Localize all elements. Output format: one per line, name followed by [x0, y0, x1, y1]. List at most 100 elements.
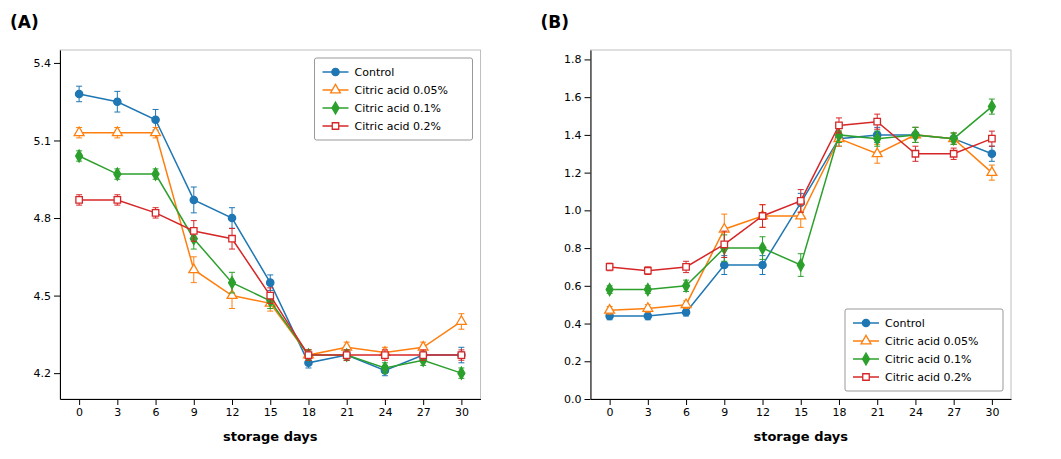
- tick-label: 5.1: [34, 135, 52, 148]
- marker: [152, 210, 158, 216]
- tick: 12: [756, 399, 770, 419]
- tick-mark: [585, 286, 591, 287]
- tick: 27: [947, 399, 961, 419]
- tick: 1.8: [564, 53, 591, 66]
- tick-label: 0.8: [564, 242, 582, 255]
- tick-label: 3: [114, 406, 121, 419]
- error-bar: [305, 350, 311, 360]
- legend-item: Citric acid 0.1%: [323, 102, 441, 115]
- legend-box: [315, 58, 473, 140]
- legend-label: Citric acid 0.05%: [885, 335, 978, 348]
- error-bar: [76, 86, 82, 102]
- legend-label: Control: [885, 317, 925, 330]
- marker: [458, 352, 464, 358]
- tick-mark: [79, 399, 80, 405]
- legend-marker: [331, 84, 341, 93]
- marker: [382, 352, 388, 358]
- tick-label: 1.4: [564, 129, 582, 142]
- tick: 21: [340, 399, 354, 419]
- tick: 9: [721, 399, 728, 419]
- marker: [343, 351, 350, 358]
- tick: 1.4: [564, 129, 591, 142]
- tick-label: 9: [721, 406, 728, 419]
- marker: [229, 277, 236, 289]
- x-axis: 036912151821242730: [591, 399, 1012, 419]
- marker: [458, 351, 465, 358]
- tick-mark: [763, 399, 764, 405]
- marker: [152, 116, 159, 123]
- axis-line: [60, 51, 61, 400]
- tick: 4.5: [34, 290, 61, 303]
- error-bar: [645, 267, 651, 275]
- legend: ControlCitric acid 0.05%Citric acid 0.1%…: [315, 58, 473, 140]
- marker: [305, 352, 311, 358]
- legend-item: Control: [853, 317, 925, 330]
- tick-label: 27: [417, 406, 431, 419]
- tick-mark: [423, 399, 424, 405]
- marker: [605, 305, 615, 314]
- error-bar: [798, 190, 804, 213]
- series: [606, 99, 995, 296]
- legend-box: [845, 309, 1003, 391]
- x-axis-title: storage days: [223, 429, 318, 444]
- legend-marker: [332, 123, 338, 129]
- tick: 0.4: [564, 318, 591, 331]
- tick-mark: [585, 399, 591, 400]
- error-bar: [382, 350, 388, 360]
- tick-mark: [585, 173, 591, 174]
- error-bar: [989, 99, 995, 114]
- tick: 5.4: [34, 57, 61, 70]
- tick: 0: [607, 399, 614, 419]
- tick-mark: [585, 135, 591, 136]
- error-bar: [760, 205, 766, 228]
- tick-label: 27: [947, 406, 961, 419]
- marker: [112, 127, 122, 136]
- error-bar: [683, 308, 689, 316]
- marker: [912, 151, 918, 157]
- tick-mark: [877, 399, 878, 405]
- marker: [418, 342, 428, 351]
- series-line: [610, 122, 992, 271]
- marker: [797, 259, 804, 271]
- series: [76, 150, 465, 379]
- tick-mark: [156, 399, 157, 405]
- plot-area: [605, 99, 997, 320]
- legend-item: Citric acid 0.1%: [853, 353, 971, 366]
- tick: 27: [417, 399, 431, 419]
- tick-mark: [801, 399, 802, 405]
- legend-label: Citric acid 0.2%: [355, 120, 441, 133]
- tick-label: 30: [455, 406, 469, 419]
- panel: 0369121518212427300.00.20.40.60.81.01.21…: [541, 12, 1012, 444]
- tick: 24: [378, 399, 392, 419]
- tick-label: 5.4: [34, 57, 52, 70]
- marker: [683, 280, 690, 292]
- marker: [76, 150, 83, 162]
- tick-label: 15: [794, 406, 808, 419]
- tick-label: 0.6: [564, 280, 582, 293]
- legend-item: Control: [323, 66, 395, 79]
- marker: [420, 351, 427, 358]
- tick-label: 4.5: [34, 290, 52, 303]
- tick-mark: [54, 63, 60, 64]
- series: [606, 114, 995, 274]
- marker: [988, 150, 995, 157]
- plot-area: [74, 86, 466, 379]
- series: [606, 127, 996, 319]
- tick-label: 15: [264, 406, 278, 419]
- marker: [874, 118, 880, 124]
- error-bar: [912, 127, 918, 142]
- marker: [721, 241, 727, 247]
- error-bar: [229, 228, 235, 249]
- marker: [912, 129, 919, 141]
- tick-label: 0: [76, 406, 83, 419]
- marker: [114, 197, 120, 203]
- axis-line: [591, 51, 592, 400]
- legend-marker: [861, 335, 871, 344]
- legend-label: Citric acid 0.2%: [885, 371, 971, 384]
- series-line: [610, 135, 992, 310]
- error-bar: [458, 350, 464, 360]
- legend-marker: [332, 68, 339, 75]
- marker: [683, 264, 689, 270]
- legend-label: Citric acid 0.1%: [355, 102, 441, 115]
- x-axis: 036912151821242730: [61, 399, 482, 419]
